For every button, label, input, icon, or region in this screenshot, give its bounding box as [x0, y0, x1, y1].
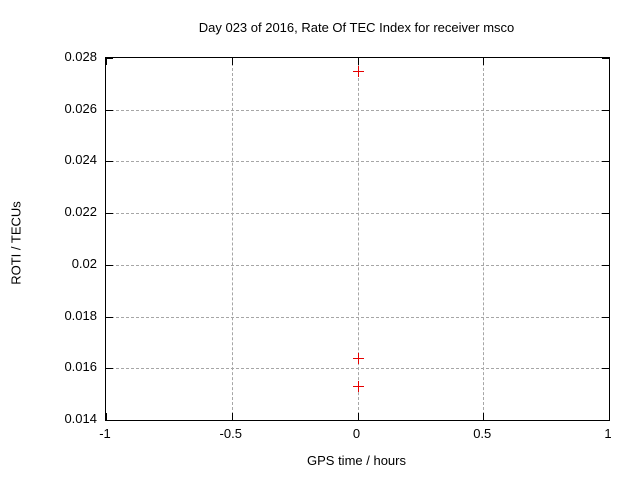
y-gridline — [106, 316, 609, 318]
y-gridline — [106, 109, 609, 111]
x-tick-label: 0 — [352, 426, 361, 441]
y-tick-label: 0.024 — [64, 152, 97, 168]
x-tick-label: -0.5 — [219, 426, 242, 441]
x-tick-label: 0.5 — [473, 426, 492, 441]
y-gridline — [106, 213, 609, 215]
x-tick-mark — [609, 58, 610, 65]
y-gridline — [106, 264, 609, 266]
y-tick-label: 0.018 — [64, 307, 97, 323]
y-tick-mark — [602, 161, 609, 163]
plot-area — [105, 57, 610, 421]
y-tick-label: 0.028 — [64, 49, 97, 64]
x-axis-label: GPS time / hours — [307, 453, 406, 468]
y-tick-mark — [106, 264, 113, 266]
y-gridline — [106, 161, 609, 163]
y-tick-label: 0.02 — [71, 255, 97, 271]
y-tick-label: 0.016 — [64, 359, 97, 375]
y-tick-mark — [106, 316, 113, 318]
x-tick-mark — [483, 413, 485, 420]
x-tick-mark — [106, 413, 107, 420]
y-tick-mark — [602, 109, 609, 111]
x-tick-mark — [231, 413, 233, 420]
x-tick-mark — [106, 58, 107, 65]
y-tick-mark — [602, 316, 609, 318]
y-axis-label: ROTI / TECUs — [8, 201, 24, 285]
x-tick-mark — [483, 58, 485, 65]
y-tick-label: 0.026 — [64, 100, 97, 116]
y-tick-label: 0.022 — [64, 204, 97, 220]
x-tick-label: -1 — [99, 426, 111, 441]
x-tick-label: 1 — [604, 426, 612, 441]
y-tick-mark — [602, 58, 609, 59]
y-tick-mark — [106, 161, 113, 163]
y-tick-mark — [106, 420, 113, 421]
y-tick-mark — [602, 420, 609, 421]
x-gridline — [231, 58, 233, 420]
x-tick-mark — [357, 413, 359, 420]
x-tick-mark — [609, 413, 610, 420]
x-tick-mark — [357, 58, 359, 65]
y-tick-mark — [602, 368, 609, 370]
data-point-marker — [352, 381, 364, 393]
y-tick-mark — [106, 109, 113, 111]
chart-title: Day 023 of 2016, Rate Of TEC Index for r… — [198, 20, 515, 35]
y-tick-mark — [106, 368, 113, 370]
y-gridline — [106, 368, 609, 370]
y-tick-mark — [602, 264, 609, 266]
x-gridline — [357, 58, 359, 420]
data-point-marker — [352, 352, 364, 364]
y-tick-mark — [106, 213, 113, 215]
y-tick-label: 0.014 — [64, 411, 97, 426]
x-gridline — [483, 58, 485, 420]
y-tick-mark — [602, 213, 609, 215]
data-point-marker — [352, 65, 364, 77]
x-tick-mark — [231, 58, 233, 65]
y-tick-mark — [106, 58, 113, 59]
